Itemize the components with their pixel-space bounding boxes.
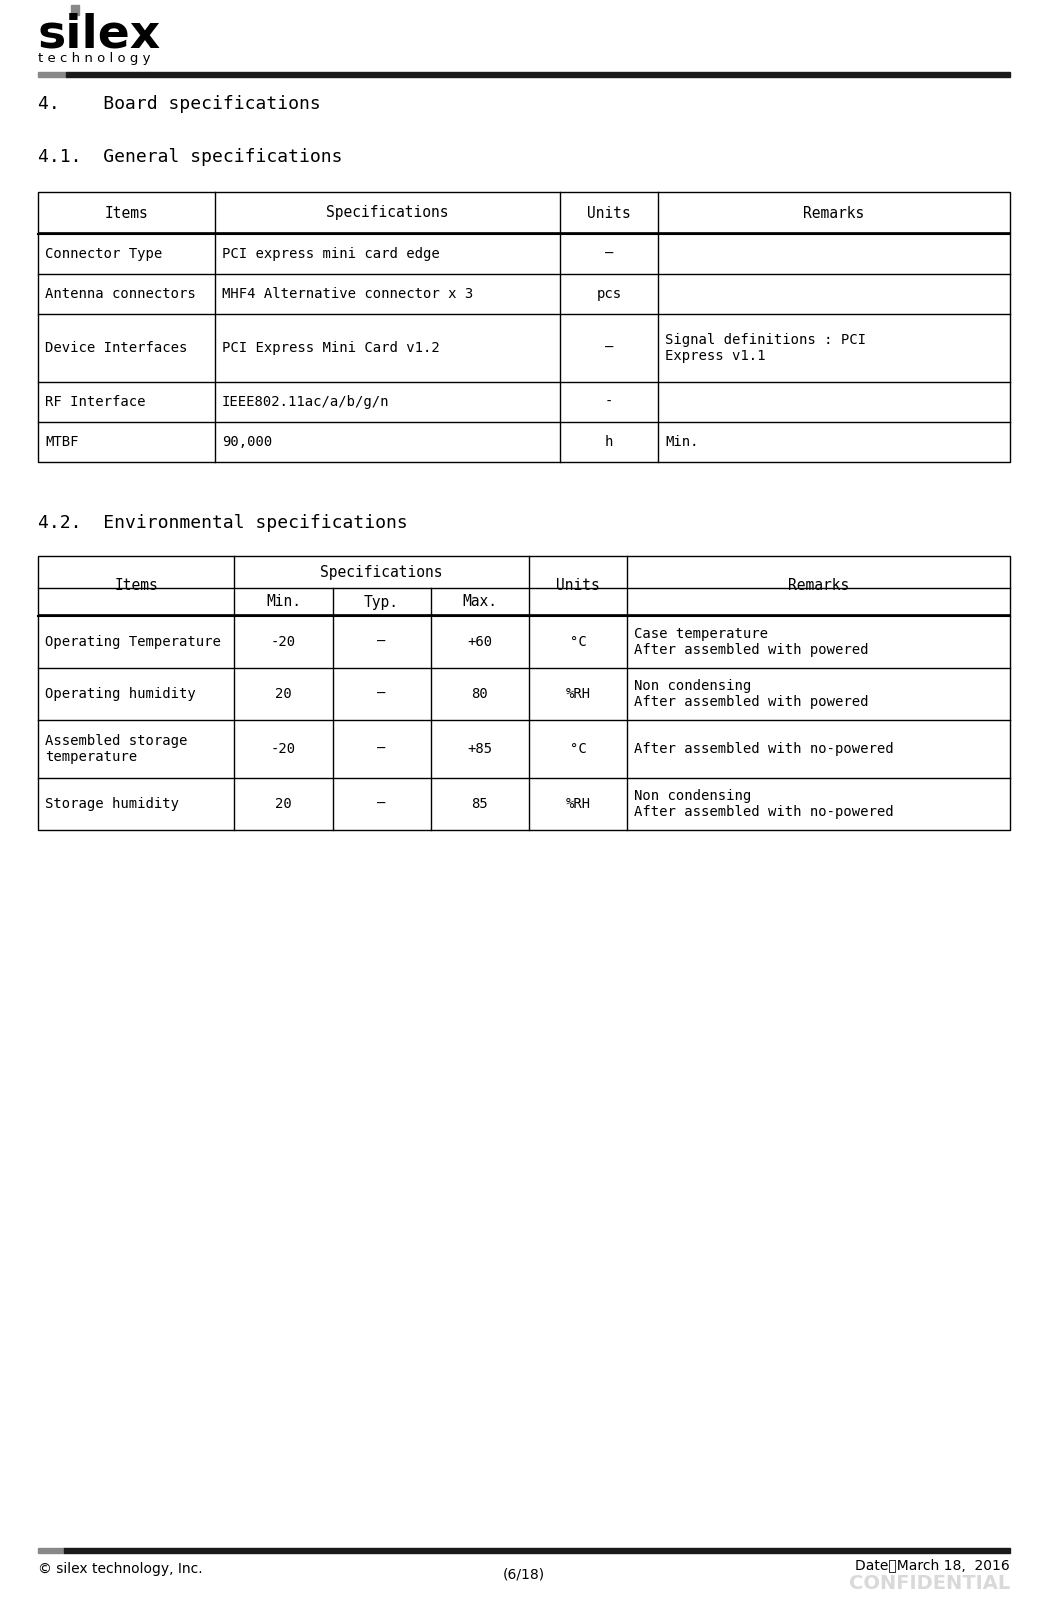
Text: MHF4 Alternative connector x 3: MHF4 Alternative connector x 3 xyxy=(222,286,474,301)
Text: —: — xyxy=(378,742,386,757)
Text: © silex technology, Inc.: © silex technology, Inc. xyxy=(38,1562,202,1576)
Text: —: — xyxy=(378,635,386,650)
Text: Min.: Min. xyxy=(665,435,699,450)
Text: Max.: Max. xyxy=(462,595,498,610)
Text: Operating humidity: Operating humidity xyxy=(45,686,196,701)
Text: Connector Type: Connector Type xyxy=(45,246,163,261)
Text: 80: 80 xyxy=(471,686,488,701)
Text: t e c h n o l o g y: t e c h n o l o g y xyxy=(38,51,150,66)
Text: Typ.: Typ. xyxy=(364,595,399,610)
Text: -20: -20 xyxy=(271,635,296,650)
Text: —: — xyxy=(378,797,386,811)
Text: Storage humidity: Storage humidity xyxy=(45,797,179,811)
Text: Assembled storage
temperature: Assembled storage temperature xyxy=(45,734,188,765)
Text: °C: °C xyxy=(569,742,586,757)
Text: pcs: pcs xyxy=(597,286,622,301)
Text: IEEE802.11ac/a/b/g/n: IEEE802.11ac/a/b/g/n xyxy=(222,395,389,410)
Text: -20: -20 xyxy=(271,742,296,757)
Text: RF Interface: RF Interface xyxy=(45,395,146,410)
Text: CONFIDENTIAL: CONFIDENTIAL xyxy=(849,1574,1010,1594)
Bar xyxy=(64,1549,1010,1554)
Text: Device Interfaces: Device Interfaces xyxy=(45,341,188,355)
Text: After assembled with no-powered: After assembled with no-powered xyxy=(634,742,894,757)
Bar xyxy=(66,72,1010,77)
Text: °C: °C xyxy=(569,635,586,650)
Text: Non condensing
After assembled with powered: Non condensing After assembled with powe… xyxy=(634,678,869,709)
Text: PCI express mini card edge: PCI express mini card edge xyxy=(222,246,440,261)
Text: Units: Units xyxy=(587,205,631,221)
Text: —: — xyxy=(605,246,613,261)
Text: 4.1.  General specifications: 4.1. General specifications xyxy=(38,149,342,166)
Text: Non condensing
After assembled with no-powered: Non condensing After assembled with no-p… xyxy=(634,789,894,819)
Text: +60: +60 xyxy=(467,635,492,650)
Text: %RH: %RH xyxy=(565,686,590,701)
Text: PCI Express Mini Card v1.2: PCI Express Mini Card v1.2 xyxy=(222,341,440,355)
Bar xyxy=(38,72,66,77)
Text: Case temperature
After assembled with powered: Case temperature After assembled with po… xyxy=(634,627,869,658)
Text: 85: 85 xyxy=(471,797,488,811)
Text: (6/18): (6/18) xyxy=(503,1568,545,1582)
Text: h: h xyxy=(605,435,613,450)
Text: Items: Items xyxy=(104,205,148,221)
Text: +85: +85 xyxy=(467,742,492,757)
Text: Antenna connectors: Antenna connectors xyxy=(45,286,196,301)
Text: Units: Units xyxy=(556,579,600,594)
Bar xyxy=(38,1549,64,1554)
Text: —: — xyxy=(605,341,613,355)
Text: %RH: %RH xyxy=(565,797,590,811)
Text: Remarks: Remarks xyxy=(803,205,865,221)
Text: Date：March 18,  2016: Date：March 18, 2016 xyxy=(855,1558,1010,1571)
Text: silex: silex xyxy=(38,11,162,58)
Text: 4.    Board specifications: 4. Board specifications xyxy=(38,94,321,114)
Text: 20: 20 xyxy=(275,797,292,811)
Text: Operating Temperature: Operating Temperature xyxy=(45,635,221,650)
Text: Specifications: Specifications xyxy=(320,565,443,579)
Text: 90,000: 90,000 xyxy=(222,435,272,450)
Text: —: — xyxy=(378,686,386,701)
Text: -: - xyxy=(605,395,613,410)
Text: 4.2.  Environmental specifications: 4.2. Environmental specifications xyxy=(38,514,408,531)
Text: Remarks: Remarks xyxy=(787,579,849,594)
Bar xyxy=(38,192,1010,462)
Bar xyxy=(38,557,1010,830)
Text: Specifications: Specifications xyxy=(326,205,448,221)
Text: 20: 20 xyxy=(275,686,292,701)
Text: Min.: Min. xyxy=(266,595,301,610)
Text: MTBF: MTBF xyxy=(45,435,78,450)
Text: Signal definitions : PCI
Express v1.1: Signal definitions : PCI Express v1.1 xyxy=(665,333,866,363)
Bar xyxy=(71,5,79,14)
Text: Items: Items xyxy=(115,579,159,594)
